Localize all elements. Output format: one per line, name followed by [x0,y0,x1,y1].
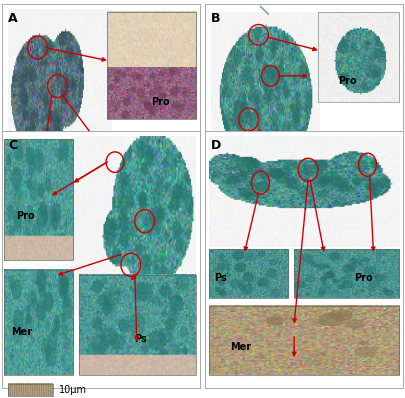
Text: D: D [211,139,221,152]
Bar [209,306,398,375]
Text: 10μm: 10μm [59,385,87,395]
Text: C: C [8,139,17,152]
Text: A: A [8,12,17,25]
Text: Mer: Mer [230,342,251,352]
Bar [317,12,398,101]
Text: Mer: Mer [222,212,243,222]
Bar [105,171,196,248]
Text: Ps: Ps [39,215,52,224]
Text: Mer: Mer [11,327,32,337]
Bar [8,384,53,396]
Text: Ps: Ps [134,334,147,344]
Text: Pro: Pro [151,97,169,107]
Bar [6,171,97,248]
Bar [294,250,398,298]
Text: Pro: Pro [337,76,356,86]
Text: Ps: Ps [214,273,227,283]
Text: B: B [211,12,220,25]
Bar [209,250,288,298]
Bar [79,275,196,375]
Bar [4,139,73,259]
Text: Pro: Pro [17,211,35,221]
Bar [4,270,73,375]
Bar [209,163,297,248]
Text: Ps: Ps [354,212,367,222]
Bar [307,163,398,248]
Text: Pro: Pro [353,273,372,283]
Bar [107,12,196,119]
Text: Me: Me [146,215,162,224]
